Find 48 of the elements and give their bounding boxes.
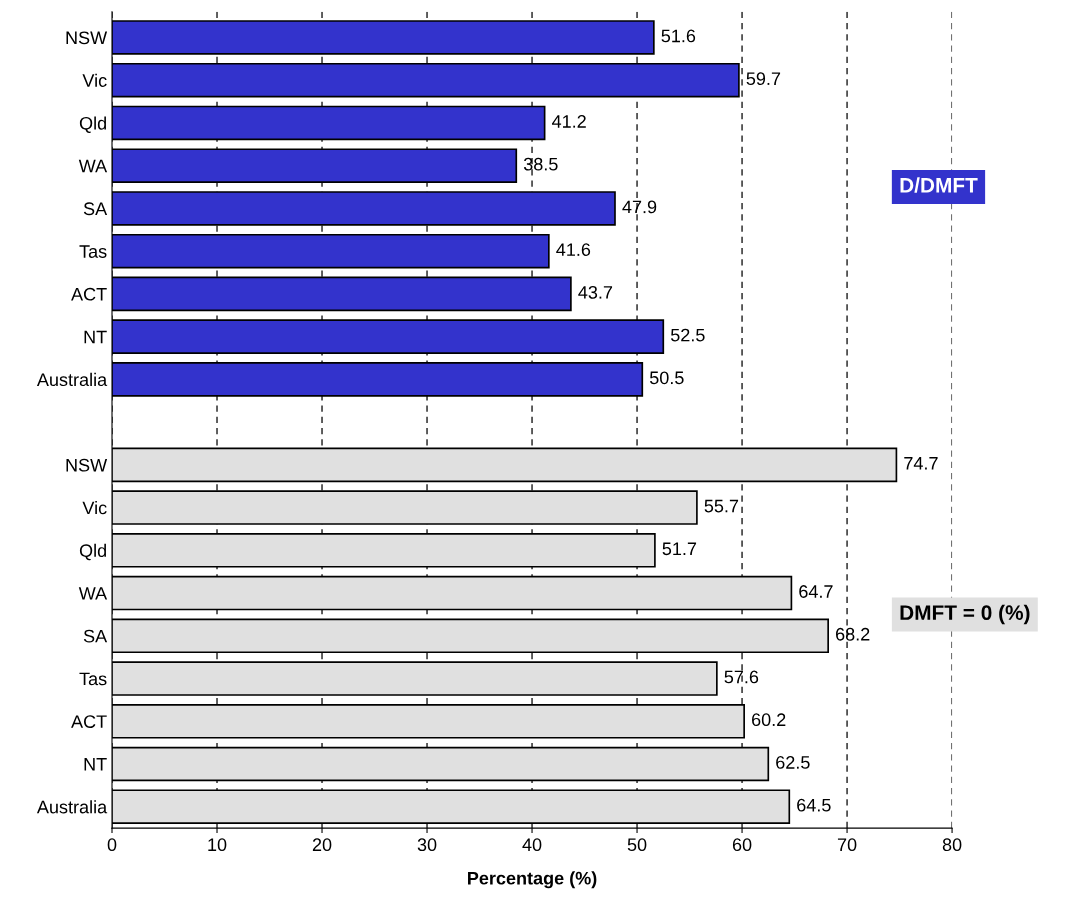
- x-tick-label: 10: [208, 838, 227, 852]
- y-tick-label: ACT: [71, 715, 107, 728]
- y-tick-label: Qld: [79, 116, 106, 133]
- data-label: 74.7: [904, 457, 938, 470]
- data-label: 43.7: [578, 285, 613, 299]
- y-tick-label: Australia: [36, 800, 108, 814]
- data-label: 64.7: [799, 585, 833, 598]
- x-tick-label: 0: [107, 838, 117, 852]
- y-tick-label: ACT: [71, 287, 107, 301]
- y-tick-label: SA: [83, 629, 108, 643]
- data-label: 60.2: [752, 713, 786, 727]
- data-label: 41.6: [556, 243, 591, 257]
- x-tick-label: 50: [627, 838, 647, 852]
- y-tick-label: WA: [78, 159, 108, 173]
- data-label: 41.2: [552, 115, 586, 128]
- y-tick-label: WA: [78, 587, 108, 600]
- y-tick-label: Vic: [82, 73, 107, 87]
- x-tick-label: 40: [522, 838, 542, 852]
- data-label: 51.7: [662, 542, 697, 556]
- y-tick-label: Australia: [36, 372, 108, 387]
- data-label: 52.5: [670, 328, 705, 342]
- text: DMFT = 0 (%): [900, 604, 1030, 625]
- x-tick-label: 80: [942, 838, 962, 852]
- data-label: 47.9: [622, 200, 657, 214]
- data-label: 68.2: [836, 627, 870, 641]
- y-tick-label: Tas: [79, 672, 107, 686]
- y-tick-label: NSW: [66, 31, 108, 45]
- y-tick-label: SA: [83, 202, 108, 216]
- x-tick-label: 30: [417, 838, 437, 852]
- y-tick-label: NT: [84, 758, 107, 771]
- data-label: 57.6: [724, 670, 759, 684]
- x-tick-label: 20: [312, 838, 332, 852]
- x-tick-label: 60: [732, 838, 752, 852]
- data-label: 55.7: [704, 499, 739, 513]
- data-label: 64.5: [797, 798, 831, 812]
- data-label: 50.5: [649, 371, 684, 385]
- y-tick-label: NT: [84, 330, 107, 344]
- y-tick-label: NSW: [66, 458, 108, 472]
- data-label: 51.6: [661, 29, 696, 43]
- x-tick-label: 70: [837, 838, 857, 852]
- y-tick-label: Tas: [79, 245, 107, 258]
- data-label: 59.7: [746, 72, 781, 86]
- text: D/DMFT: [900, 177, 978, 193]
- y-tick-label: Qld: [79, 543, 106, 561]
- data-label: 62.5: [776, 756, 810, 769]
- x-axis-title: Percentage (%): [468, 871, 597, 889]
- y-tick-label: Vic: [82, 501, 107, 515]
- data-label: 38.5: [523, 157, 558, 171]
